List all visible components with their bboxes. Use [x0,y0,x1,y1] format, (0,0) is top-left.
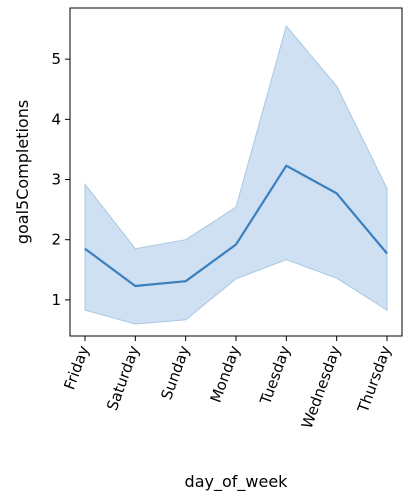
y-tick-label: 3 [51,171,61,189]
series-line [84,164,388,288]
y-tick-label: 1 [51,291,61,309]
x-tick-label: Monday [207,343,244,405]
y-tick-label: 2 [51,231,61,249]
x-tick-label: Friday [60,343,93,392]
x-ticks-layer: Friday Saturday Sunday Monday Tuesday Wednesd… [60,336,395,431]
x-tick-label: Wednesday [298,343,345,431]
x-tick-label: Sunday [157,343,193,402]
x-tick-label: Thursday [354,343,395,416]
confidence-band [84,25,388,325]
y-ticks-layer: 1 2 3 4 5 [51,50,70,309]
series-line-layer [84,164,388,288]
y-tick-label: 5 [51,50,61,68]
x-tick-label: Tuesday [256,343,294,408]
confidence-band-layer [84,25,388,325]
y-tick-label: 4 [51,110,61,128]
x-axis-title: day_of_week [185,472,289,492]
x-tick-label: Saturday [103,343,143,413]
y-axis-title: goal5Completions [13,100,32,244]
